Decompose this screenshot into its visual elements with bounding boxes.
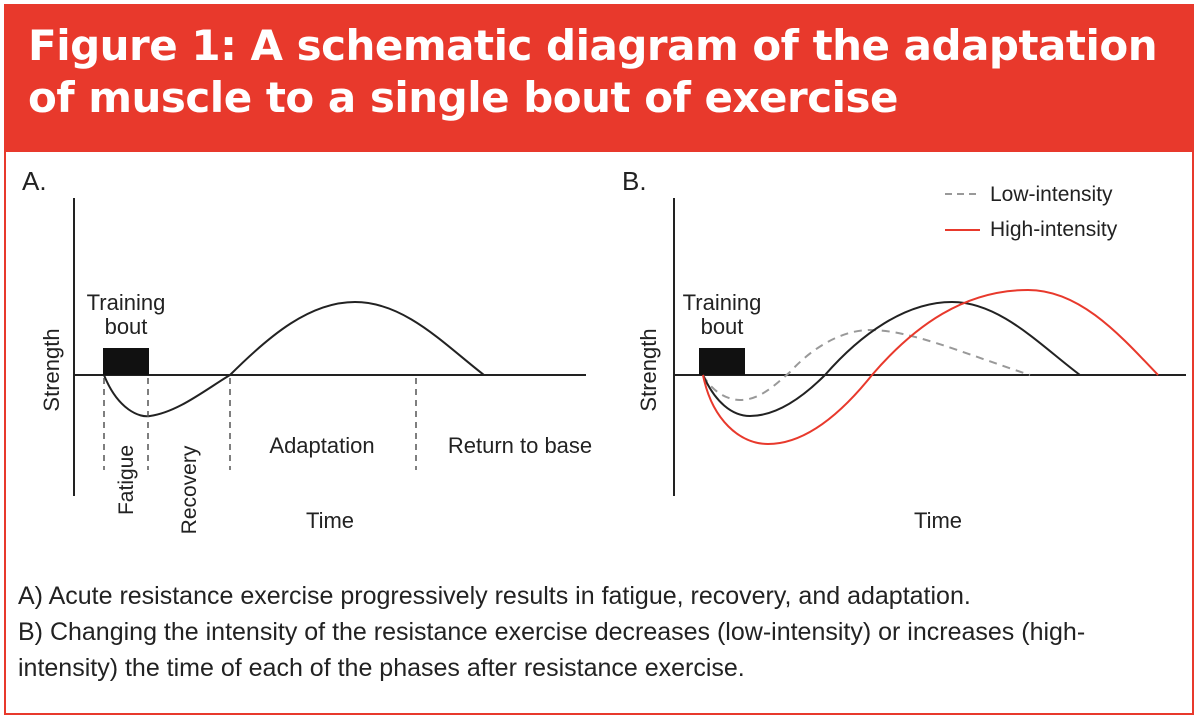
panel-a-bout-label-line1: Training [87,290,166,315]
panel-b-reference-curve [702,300,1081,418]
caption-line-b: B) Changing the intensity of the resista… [18,618,1086,682]
panel-b-bout-label-line1: Training [683,290,762,315]
panel-a-y-label: Strength [39,328,64,411]
panel-b-y-label: Strength [636,328,661,411]
figure-title: Figure 1: A schematic diagram of the ada… [28,21,1158,122]
panel-a-phase-recovery: Recovery [178,445,201,534]
legend-high-intensity-label: High-intensity [990,218,1118,241]
panel-b-x-label: Time [914,508,962,533]
figure-frame: Figure 1: A schematic diagram of the ada… [4,4,1194,715]
figure-caption: A) Acute resistance exercise progressive… [18,578,1178,686]
panel-a-bout-label-line2: bout [105,314,148,339]
panel-a-label: A. [22,166,47,196]
legend-low-intensity-label: Low-intensity [990,183,1113,206]
panel-a: A. Training bout Fatigue Recovery Adapta… [22,166,592,534]
panel-b-bout-label-line2: bout [701,314,744,339]
panel-a-x-label: Time [306,508,354,533]
panel-a-strength-curve [103,300,485,418]
panel-b-training-bout-block [699,348,745,375]
panel-b-high-intensity-curve [702,288,1159,446]
panel-b-low-intensity-curve [702,328,1031,402]
panel-b: B. Low-intensity High-intensity Training… [622,166,1186,533]
panel-a-training-bout-block [103,348,149,375]
diagram-canvas: A. Training bout Fatigue Recovery Adapta… [22,166,1186,534]
panel-b-label: B. [622,166,647,196]
caption-line-a: A) Acute resistance exercise progressive… [18,582,971,610]
title-banner: Figure 1: A schematic diagram of the ada… [6,6,1192,152]
panel-a-phase-fatigue: Fatigue [115,445,138,515]
panel-a-phase-adaptation: Adaptation [269,433,374,458]
panel-a-phase-return: Return to base [448,433,592,458]
